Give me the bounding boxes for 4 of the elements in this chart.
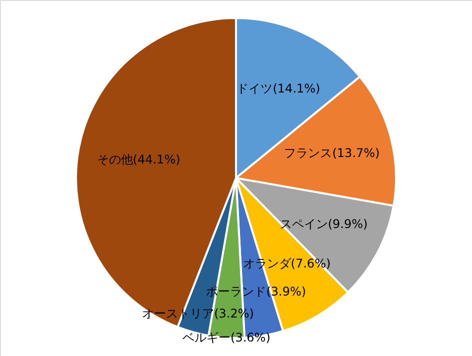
slice-label: ドイツ(14.1%) (236, 81, 320, 96)
slice-label: フランス(13.7%) (284, 146, 380, 160)
slice-label: スペイン(9.9%) (280, 217, 368, 232)
slice-label: その他(44.1%) (96, 152, 180, 167)
